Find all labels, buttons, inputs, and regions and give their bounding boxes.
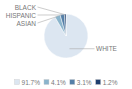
- legend-swatch: [70, 80, 75, 85]
- legend-item: 3.1%: [70, 79, 92, 86]
- pie-slice: [44, 14, 88, 58]
- legend-item: 4.1%: [44, 79, 66, 86]
- legend-label: 3.1%: [77, 79, 92, 86]
- legend-label: 4.1%: [51, 79, 66, 86]
- category-label: BLACK: [15, 4, 37, 11]
- pie-slice: [55, 15, 66, 36]
- pie-slice: [64, 14, 66, 36]
- pie: [44, 14, 88, 58]
- category-label: ASIAN: [16, 20, 36, 27]
- legend-swatch: [15, 80, 20, 85]
- chart: BLACKHISPANICASIAN WHITE 91.7% 4.1% 3.1% 1.2%: [0, 0, 132, 89]
- legend-label: 91.7%: [22, 79, 41, 86]
- legend-item: 91.7%: [15, 79, 41, 86]
- legend-swatch: [96, 80, 101, 85]
- category-label: HISPANIC: [6, 12, 37, 19]
- legend-item: 1.2%: [96, 79, 118, 86]
- leader-line: [69, 48, 94, 49]
- pie-slice: [60, 14, 66, 36]
- legend: 91.7% 4.1% 3.1% 1.2%: [15, 79, 118, 86]
- leader-line: [38, 7, 66, 15]
- legend-label: 1.2%: [103, 79, 118, 86]
- category-label: WHITE: [96, 45, 118, 52]
- leader-line: [38, 16, 58, 23]
- legend-swatch: [44, 80, 49, 85]
- leader-line: [38, 14, 63, 15]
- category-labels: BLACKHISPANICASIAN WHITE: [6, 4, 118, 53]
